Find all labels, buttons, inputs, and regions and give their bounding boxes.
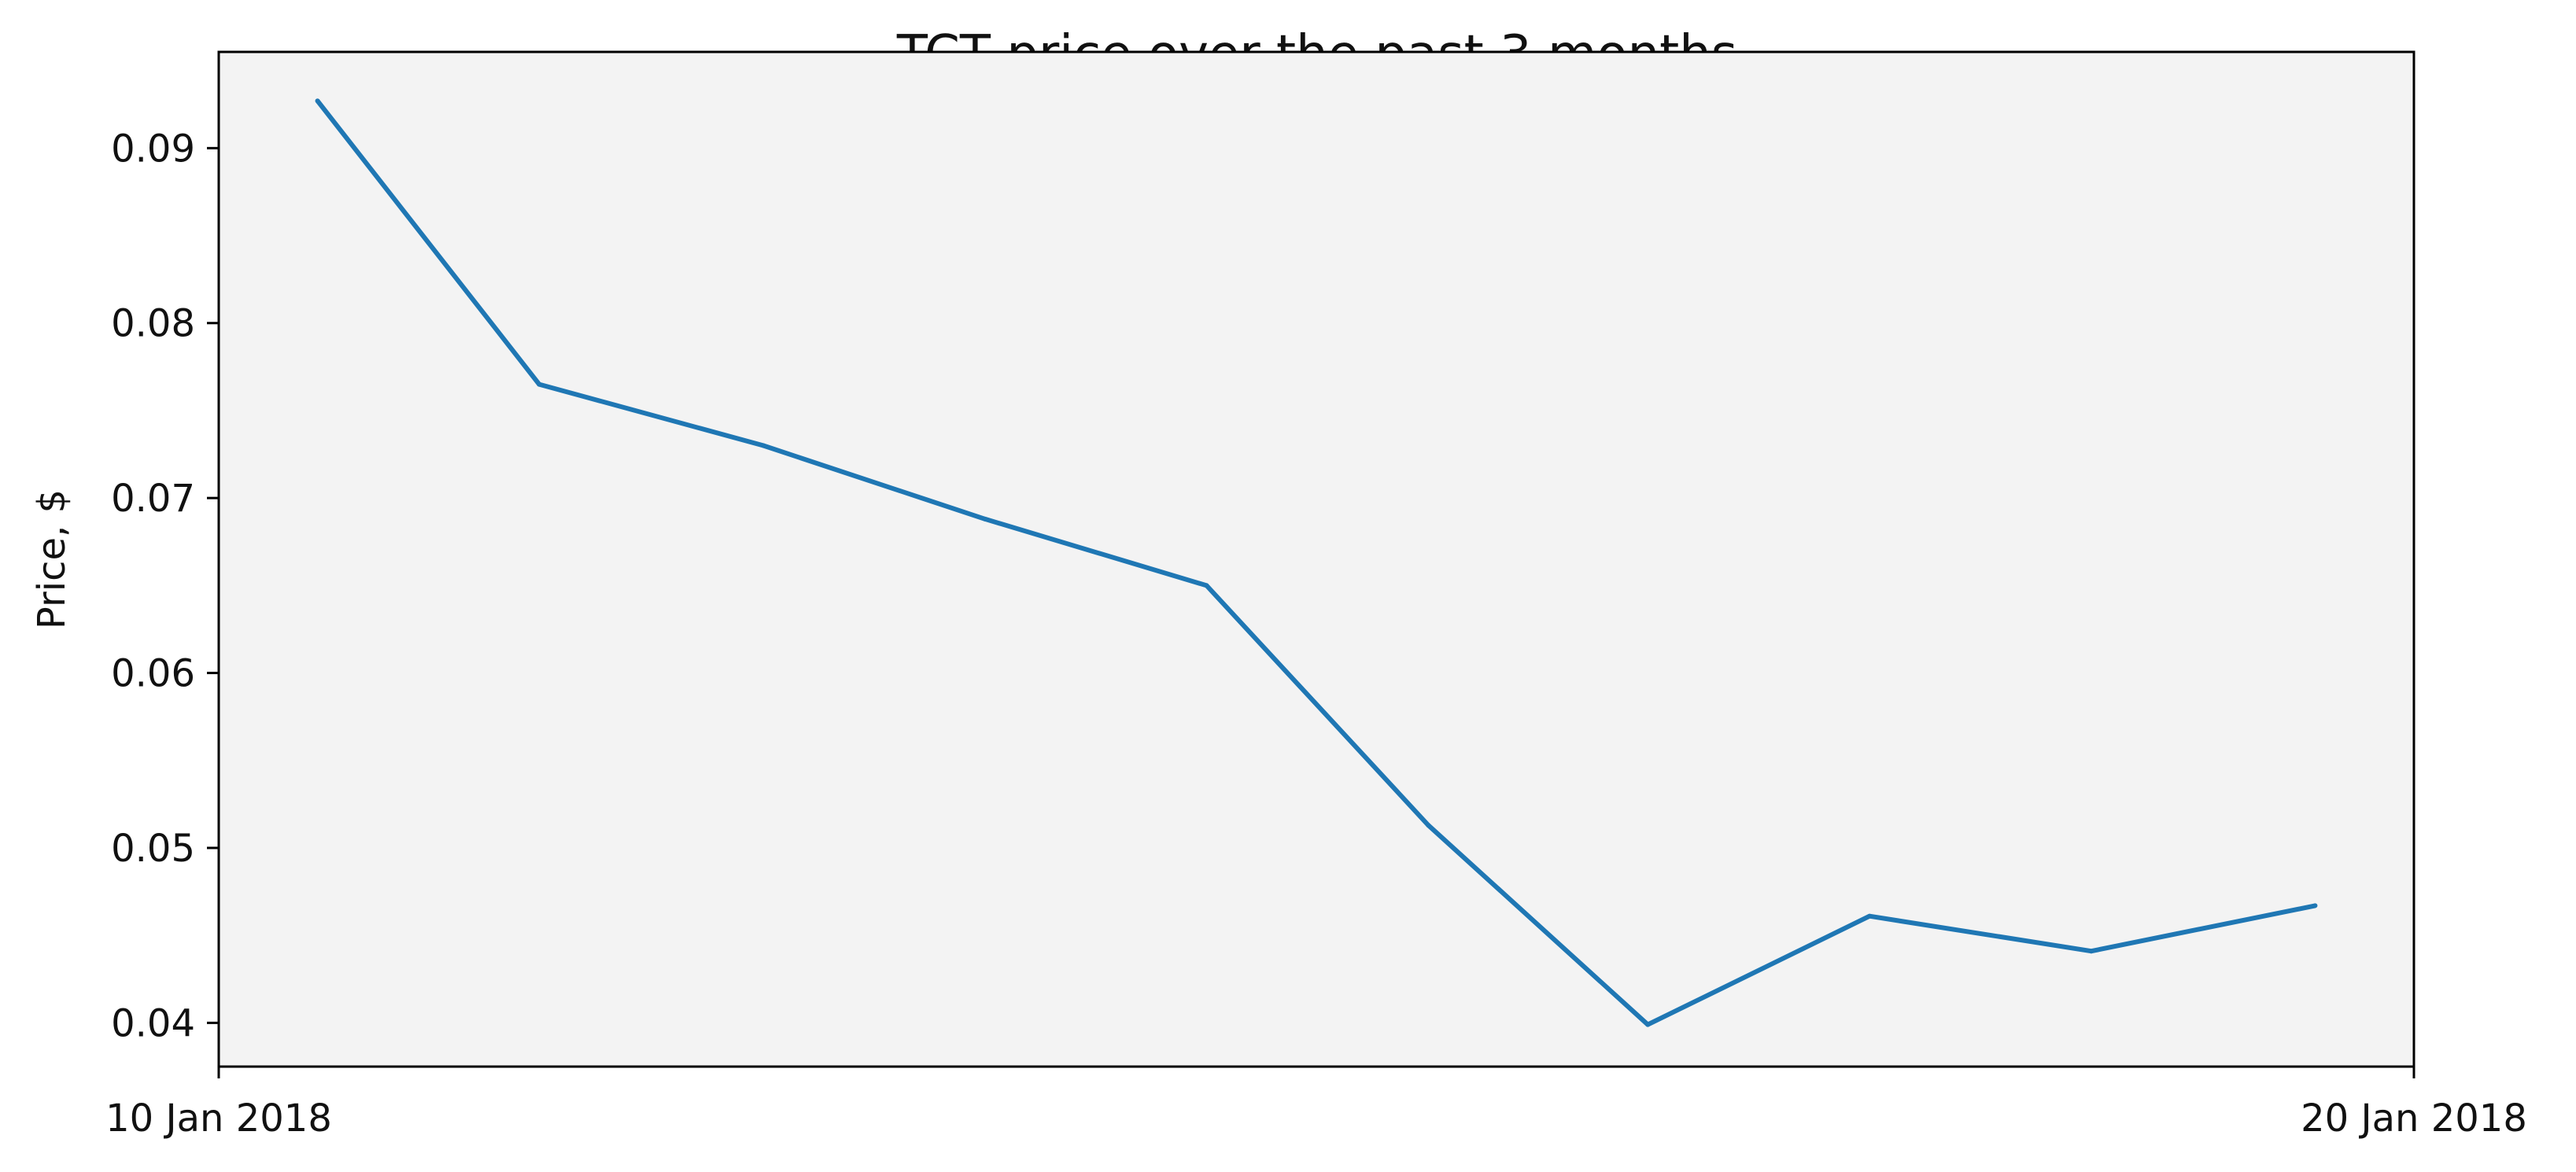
y-tick-label: 0.04 [111,1001,195,1045]
data-point [1426,823,1431,828]
y-tick-label: 0.07 [111,477,195,521]
data-point [760,443,766,448]
data-point [315,98,320,104]
series-line-tct [316,99,2316,1027]
x-tick-label: 20 Jan 2018 [2301,1096,2527,1141]
y-axis-ticks: 0.04 0.05 0.06 0.07 0.08 0.09 [111,127,219,1045]
x-axis-ticks: 10 Jan 2018 20 Jan 2018 [105,1067,2527,1141]
data-point [2088,949,2094,954]
data-point [537,381,542,387]
data-point [982,516,987,522]
y-axis-label: Price, $ [30,489,74,629]
y-tick-label: 0.08 [111,302,195,346]
x-tick-label: 10 Jan 2018 [105,1096,332,1141]
plot-frame [217,50,2415,1068]
series-points [315,98,2318,1027]
data-point [1867,913,1873,919]
data-point [2312,903,2318,908]
y-tick-label: 0.05 [111,827,195,871]
y-tick-label: 0.06 [111,652,195,696]
y-tick-label: 0.09 [111,127,195,171]
data-point [1645,1022,1651,1027]
data-point [1204,583,1209,588]
plot-area [219,52,2414,1067]
